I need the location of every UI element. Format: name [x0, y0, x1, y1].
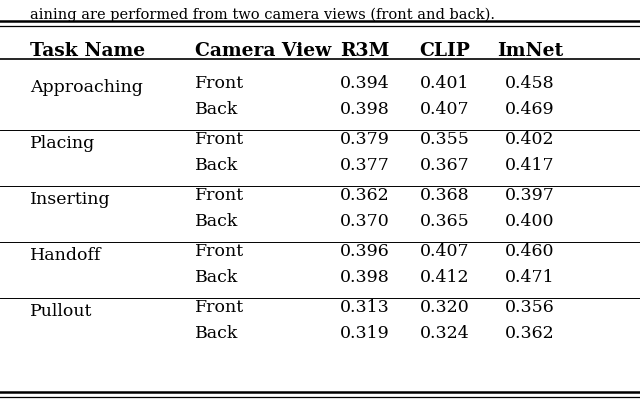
Text: Back: Back	[195, 324, 238, 341]
Text: 0.407: 0.407	[420, 101, 470, 118]
Text: Back: Back	[195, 268, 238, 285]
Text: 0.365: 0.365	[420, 213, 470, 229]
Text: R3M: R3M	[340, 42, 390, 60]
Text: CLIP: CLIP	[420, 42, 470, 60]
Text: 0.313: 0.313	[340, 298, 390, 315]
Text: 0.320: 0.320	[420, 298, 470, 315]
Text: 0.417: 0.417	[505, 157, 555, 173]
Text: Front: Front	[195, 298, 244, 315]
Text: 0.394: 0.394	[340, 75, 390, 92]
Text: Front: Front	[195, 75, 244, 92]
Text: Front: Front	[195, 243, 244, 259]
Text: Back: Back	[195, 157, 238, 173]
Text: 0.324: 0.324	[420, 324, 470, 341]
Text: 0.319: 0.319	[340, 324, 390, 341]
Text: 0.458: 0.458	[505, 75, 555, 92]
Text: 0.402: 0.402	[505, 131, 555, 148]
Text: 0.412: 0.412	[420, 268, 470, 285]
Text: Front: Front	[195, 187, 244, 204]
Text: 0.469: 0.469	[505, 101, 555, 118]
Text: Camera View: Camera View	[195, 42, 332, 60]
Text: Task Name: Task Name	[30, 42, 145, 60]
Text: 0.397: 0.397	[505, 187, 555, 204]
Text: Back: Back	[195, 213, 238, 229]
Text: 0.356: 0.356	[505, 298, 555, 315]
Text: 0.379: 0.379	[340, 131, 390, 148]
Text: 0.398: 0.398	[340, 101, 390, 118]
Text: Handoff: Handoff	[30, 247, 102, 264]
Text: Back: Back	[195, 101, 238, 118]
Text: Inserting: Inserting	[30, 191, 111, 208]
Text: 0.407: 0.407	[420, 243, 470, 259]
Text: 0.370: 0.370	[340, 213, 390, 229]
Text: 0.400: 0.400	[505, 213, 555, 229]
Text: 0.398: 0.398	[340, 268, 390, 285]
Text: 0.471: 0.471	[505, 268, 555, 285]
Text: 0.367: 0.367	[420, 157, 470, 173]
Text: 0.377: 0.377	[340, 157, 390, 173]
Text: 0.396: 0.396	[340, 243, 390, 259]
Text: 0.362: 0.362	[505, 324, 555, 341]
Text: 0.362: 0.362	[340, 187, 390, 204]
Text: 0.401: 0.401	[420, 75, 470, 92]
Text: Front: Front	[195, 131, 244, 148]
Text: aining are performed from two camera views (front and back).: aining are performed from two camera vie…	[30, 8, 495, 22]
Text: Placing: Placing	[30, 135, 95, 152]
Text: Pullout: Pullout	[30, 303, 92, 320]
Text: Approaching: Approaching	[30, 79, 143, 96]
Text: 0.460: 0.460	[505, 243, 555, 259]
Text: 0.355: 0.355	[420, 131, 470, 148]
Text: 0.368: 0.368	[420, 187, 470, 204]
Text: ImNet: ImNet	[497, 42, 563, 60]
